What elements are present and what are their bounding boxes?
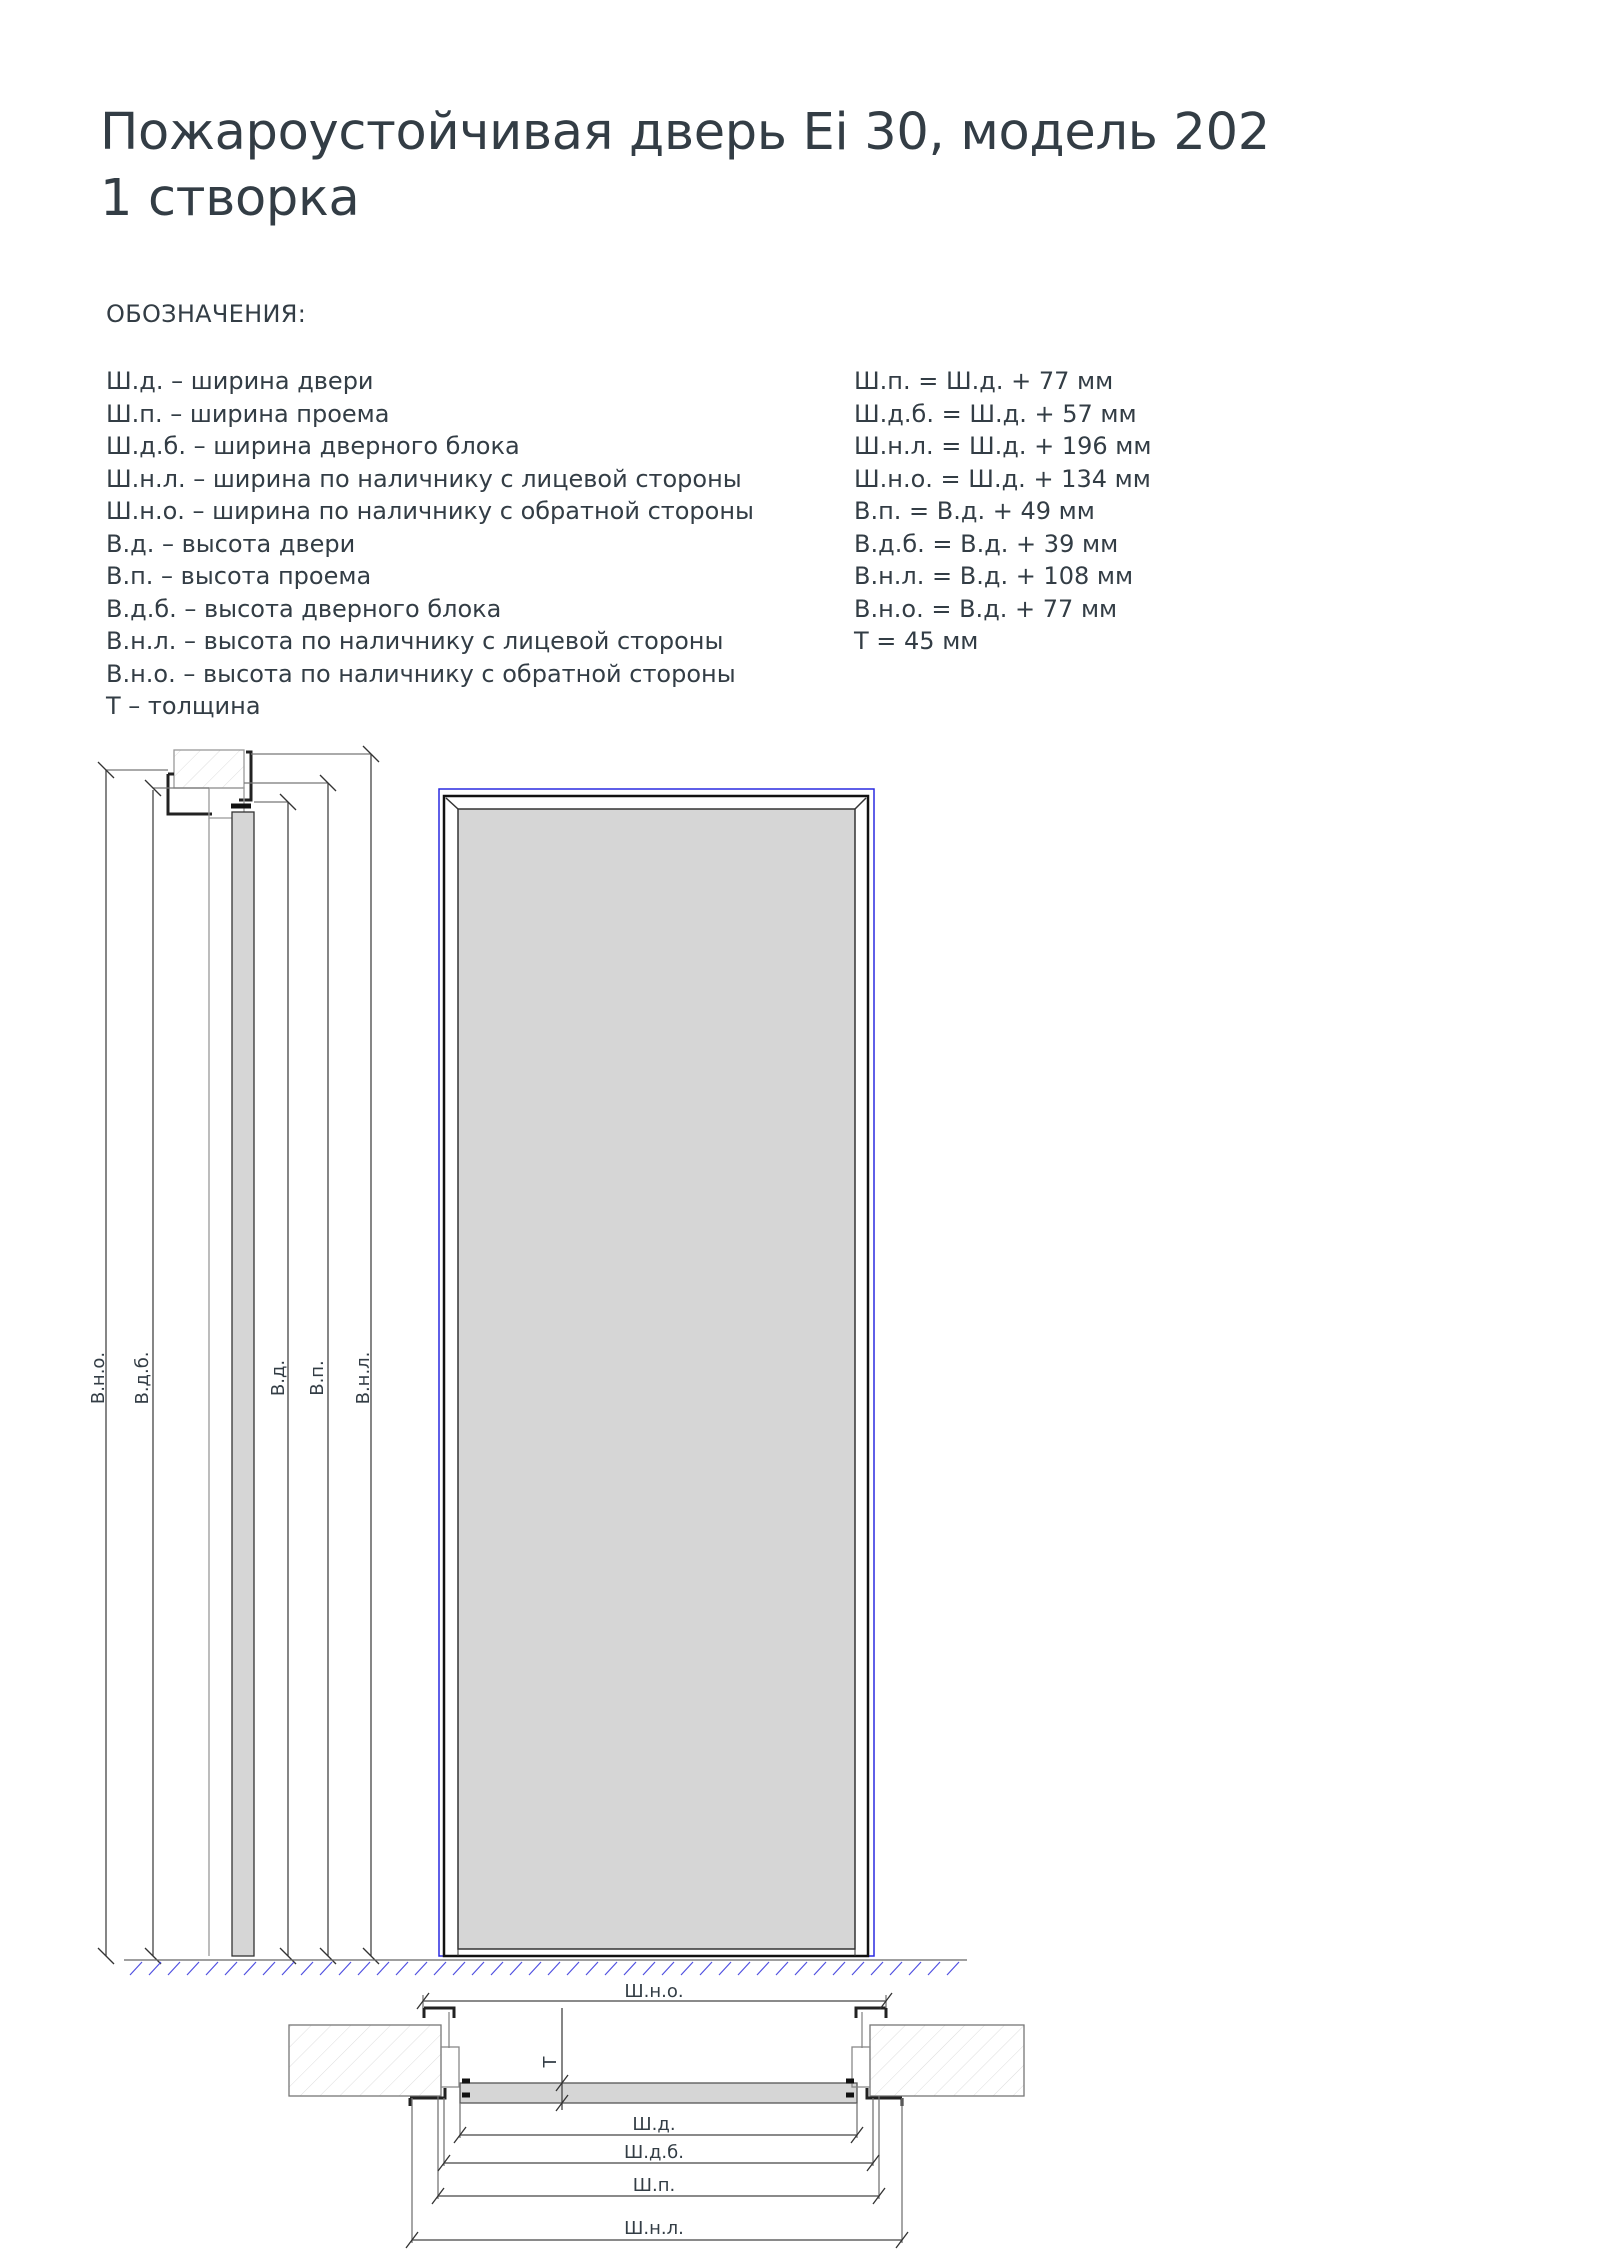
formula-item: Ш.д.б. = Ш.д. + 57 мм xyxy=(854,399,1137,428)
legend-definitions: Ш.д. – ширина двери Ш.п. – ширина проема… xyxy=(106,365,754,723)
floor-hatch-mark xyxy=(433,1961,447,1976)
floor-hatch-mark xyxy=(490,1961,504,1976)
floor-hatch-mark xyxy=(395,1961,409,1976)
floor-hatch-mark xyxy=(167,1961,181,1976)
floor-hatch-mark xyxy=(908,1961,922,1976)
side-section-view xyxy=(97,745,380,1965)
floor-hatch-mark xyxy=(585,1961,599,1976)
label-vno: В.н.о. xyxy=(88,1352,109,1404)
floor-hatch-mark xyxy=(471,1961,485,1976)
legend-heading: ОБОЗНАЧЕНИЯ: xyxy=(106,300,307,328)
label-vp: В.п. xyxy=(307,1360,328,1396)
floor-hatch-mark xyxy=(870,1961,884,1976)
floor-hatch-mark xyxy=(889,1961,903,1976)
legend-item: Ш.д. – ширина двери xyxy=(106,367,374,395)
floor-hatch-mark xyxy=(851,1961,865,1976)
floor-hatch-mark xyxy=(262,1961,276,1976)
architrave-back xyxy=(166,772,212,816)
label-vdb: В.д.б. xyxy=(132,1351,153,1404)
floor-hatch-mark xyxy=(946,1961,960,1976)
label-shnl: Ш.н.л. xyxy=(624,2218,684,2239)
door-leaf xyxy=(457,808,856,1950)
floor-hatch-mark xyxy=(281,1961,295,1976)
floor-hatch-mark xyxy=(927,1961,941,1976)
floor-hatch-mark xyxy=(376,1961,390,1976)
formula-item: В.п. = В.д. + 49 мм xyxy=(854,497,1095,525)
title-line-1: Пожароустойчивая дверь Ei 30, модель 202 xyxy=(100,103,1270,162)
label-shd: Ш.д. xyxy=(632,2114,675,2135)
floor-hatch-mark xyxy=(813,1961,827,1976)
legend-formulas: Ш.п. = Ш.д. + 77 мм Ш.д.б. = Ш.д. + 57 м… xyxy=(854,365,1151,658)
floor-hatch-mark xyxy=(300,1961,314,1976)
label-vd: В.д. xyxy=(268,1360,289,1396)
formula-item: Ш.н.о. = Ш.д. + 134 мм xyxy=(854,464,1151,493)
wall-right xyxy=(869,2024,1025,2097)
legend-item: В.н.о. – высота по наличнику с обратной … xyxy=(106,659,736,688)
formula-item: В.н.л. = В.д. + 108 мм xyxy=(854,562,1134,590)
label-t: Т xyxy=(540,2056,561,2069)
floor-hatch-mark xyxy=(604,1961,618,1976)
floor-hatch-mark xyxy=(661,1961,675,1976)
floor-hatch-mark xyxy=(319,1961,333,1976)
wall-left xyxy=(288,2024,442,2097)
title-line-2: 1 створка xyxy=(100,169,360,228)
label-shdb: Ш.д.б. xyxy=(624,2142,684,2163)
formula-item: В.д.б. = В.д. + 39 мм xyxy=(854,529,1119,558)
formula-item: Т = 45 мм xyxy=(854,627,979,655)
floor-hatch-mark xyxy=(642,1961,656,1976)
label-shp: Ш.п. xyxy=(633,2175,675,2196)
legend-item: Ш.н.л. – ширина по наличнику с лицевой с… xyxy=(106,464,742,493)
floor-hatch-mark xyxy=(566,1961,580,1976)
floor-hatch-mark xyxy=(623,1961,637,1976)
floor-hatch-mark xyxy=(357,1961,371,1976)
legend-item: В.д. – высота двери xyxy=(106,529,356,558)
floor-hatch-mark xyxy=(756,1961,770,1976)
floor-hatch-mark xyxy=(414,1961,428,1976)
floor-hatch-mark xyxy=(338,1961,352,1976)
wall-block xyxy=(173,749,245,789)
floor-hatch-mark xyxy=(680,1961,694,1976)
floor-hatch-mark xyxy=(148,1961,162,1976)
front-elevation xyxy=(438,788,875,1958)
floor-hatch-mark xyxy=(737,1961,751,1976)
legend-item: Ш.п. – ширина проема xyxy=(106,399,390,428)
legend-item: Т – толщина xyxy=(106,692,261,720)
floor-line xyxy=(124,1959,967,1976)
door-leaf-plan xyxy=(459,2082,858,2104)
label-vnl: В.н.л. xyxy=(353,1352,374,1405)
floor-hatch-mark xyxy=(775,1961,789,1976)
page-title: Пожароустойчивая дверь Ei 30, модель 202… xyxy=(100,100,1270,232)
legend-item: В.д.б. – высота дверного блока xyxy=(106,594,502,623)
plan-view xyxy=(288,1992,1025,2249)
floor-hatch-mark xyxy=(205,1961,219,1976)
floor-hatch-mark xyxy=(528,1961,542,1976)
legend-item: В.н.л. – высота по наличнику с лицевой с… xyxy=(106,627,724,655)
floor-hatch-mark xyxy=(186,1961,200,1976)
architrave-front xyxy=(239,750,253,802)
legend-item: Ш.д.б. – ширина дверного блока xyxy=(106,432,520,460)
door-leaf-section xyxy=(231,811,255,1957)
floor-hatch-mark xyxy=(129,1961,143,1976)
floor-hatch-mark xyxy=(699,1961,713,1976)
floor-hatch-mark xyxy=(243,1961,257,1976)
floor-hatch-mark xyxy=(832,1961,846,1976)
floor-hatch-mark xyxy=(547,1961,561,1976)
label-sho: Ш.н.о. xyxy=(624,1981,683,2002)
formula-item: В.н.о. = В.д. + 77 мм xyxy=(854,594,1118,623)
floor-hatch-mark xyxy=(509,1961,523,1976)
formula-item: Ш.н.л. = Ш.д. + 196 мм xyxy=(854,432,1152,460)
floor-hatch-mark xyxy=(794,1961,808,1976)
floor-hatch-mark xyxy=(718,1961,732,1976)
legend-item: Ш.н.о. – ширина по наличнику с обратной … xyxy=(106,497,754,525)
floor-hatch-mark xyxy=(452,1961,466,1976)
formula-item: Ш.п. = Ш.д. + 77 мм xyxy=(854,367,1114,395)
floor-hatch-mark xyxy=(224,1961,238,1976)
legend-item: В.п. – высота проема xyxy=(106,562,372,590)
